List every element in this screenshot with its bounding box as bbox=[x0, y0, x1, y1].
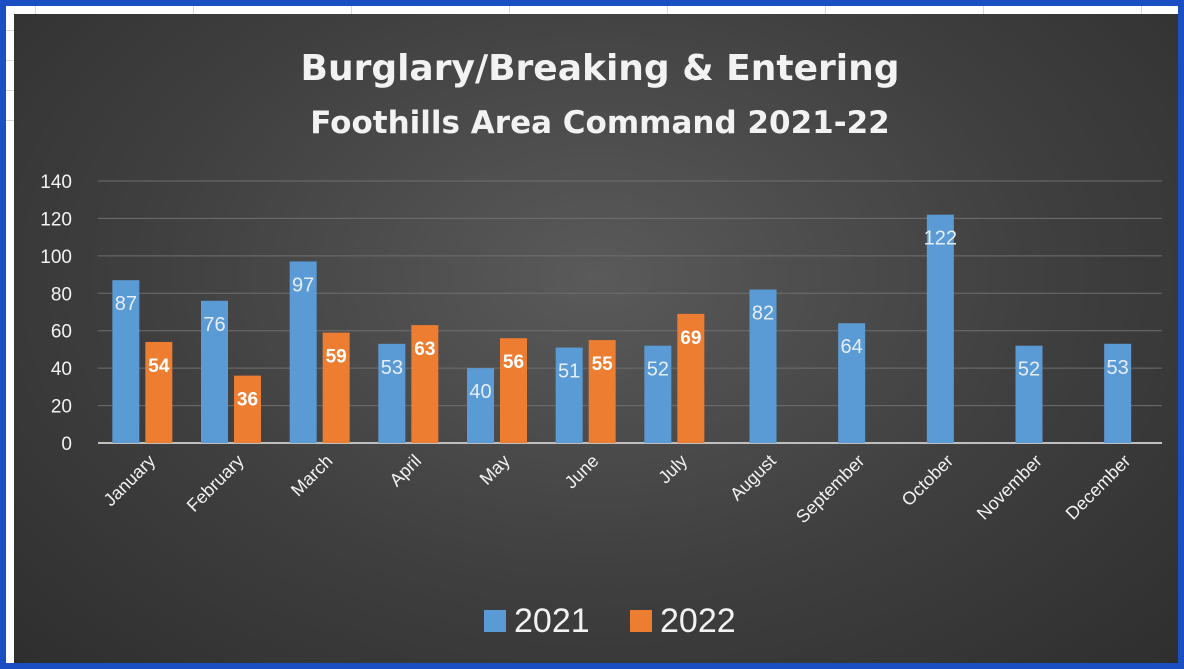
bar-2021-may bbox=[467, 368, 494, 443]
data-label: 40 bbox=[469, 381, 491, 403]
data-label: 53 bbox=[381, 357, 403, 379]
x-tick-label: January bbox=[100, 451, 159, 510]
x-tick-label: April bbox=[386, 451, 426, 491]
x-tick-label: May bbox=[476, 451, 514, 489]
x-tick-label: October bbox=[898, 451, 957, 510]
data-label: 36 bbox=[237, 390, 258, 411]
legend-label-2021: 2021 bbox=[514, 602, 590, 640]
bar-2021-july bbox=[644, 345, 672, 443]
x-axis: January February March April May June July Augu… bbox=[100, 451, 1135, 527]
data-label: 54 bbox=[148, 356, 170, 377]
bar-2022-march bbox=[322, 332, 350, 443]
y-tick-label: 80 bbox=[51, 284, 72, 305]
data-label: 52 bbox=[1018, 359, 1040, 381]
bar-2022-may bbox=[500, 338, 527, 443]
x-tick-label: November bbox=[973, 451, 1046, 524]
data-label: 69 bbox=[680, 328, 701, 349]
x-tick-label: August bbox=[726, 451, 780, 505]
y-tick-label: 120 bbox=[40, 209, 72, 230]
data-label: 122 bbox=[924, 228, 957, 250]
bar-2021-april bbox=[378, 343, 406, 443]
data-label: 64 bbox=[841, 336, 863, 358]
x-tick-label: September bbox=[792, 451, 868, 527]
y-tick-label: 60 bbox=[51, 322, 72, 343]
bar-2021-november bbox=[1015, 345, 1043, 443]
y-tick-label: 20 bbox=[51, 397, 72, 418]
x-tick-label: June bbox=[561, 451, 603, 493]
bar-2022-february bbox=[234, 375, 261, 443]
bar-2022-april bbox=[411, 325, 439, 443]
x-tick-label: February bbox=[183, 451, 248, 516]
data-label: 63 bbox=[414, 339, 435, 360]
x-tick-label: July bbox=[654, 451, 691, 488]
data-label: 59 bbox=[326, 347, 347, 368]
legend: 2021 2022 bbox=[484, 602, 736, 640]
bar-2021-february bbox=[201, 300, 228, 443]
bar-2021-october bbox=[926, 214, 954, 443]
data-labels: 87 54 76 36 97 59 53 63 40 56 51 55 52 69 82 64 122 52 53 bbox=[115, 228, 1129, 411]
bar-2021-january bbox=[112, 280, 140, 443]
y-tick-label: 140 bbox=[40, 172, 72, 193]
data-label: 55 bbox=[592, 354, 614, 375]
y-tick-label: 100 bbox=[40, 247, 72, 268]
data-label: 82 bbox=[752, 303, 774, 325]
bar-2021-march bbox=[289, 261, 317, 443]
chart-title: Burglary/Breaking & Entering bbox=[301, 48, 900, 89]
bar-2021-june bbox=[555, 347, 583, 443]
bars bbox=[112, 214, 1132, 443]
bar-2021-august bbox=[749, 289, 777, 443]
x-tick-label: March bbox=[287, 451, 337, 501]
x-tick-label: December bbox=[1062, 451, 1135, 524]
data-label: 52 bbox=[647, 359, 669, 381]
data-label: 87 bbox=[115, 293, 137, 315]
bar-2021-september bbox=[838, 323, 866, 443]
gridlines bbox=[98, 180, 1162, 444]
legend-label-2022: 2022 bbox=[660, 602, 736, 640]
bar-2022-january bbox=[145, 341, 173, 443]
bar-2022-june bbox=[588, 340, 616, 443]
data-label: 51 bbox=[558, 361, 580, 383]
data-label: 53 bbox=[1107, 357, 1129, 379]
data-label: 56 bbox=[503, 352, 524, 373]
y-axis: 0 20 40 60 80 100 120 140 bbox=[40, 172, 72, 455]
legend-swatch-2022 bbox=[630, 610, 652, 632]
data-label: 97 bbox=[292, 274, 314, 296]
y-tick-label: 40 bbox=[51, 359, 72, 380]
bar-2021-december bbox=[1104, 343, 1132, 443]
bar-2022-july bbox=[677, 313, 705, 443]
legend-swatch-2021 bbox=[484, 610, 506, 632]
chart-subtitle: Foothills Area Command 2021-22 bbox=[310, 105, 889, 141]
y-tick-label: 0 bbox=[61, 434, 72, 455]
data-label: 76 bbox=[203, 314, 225, 336]
